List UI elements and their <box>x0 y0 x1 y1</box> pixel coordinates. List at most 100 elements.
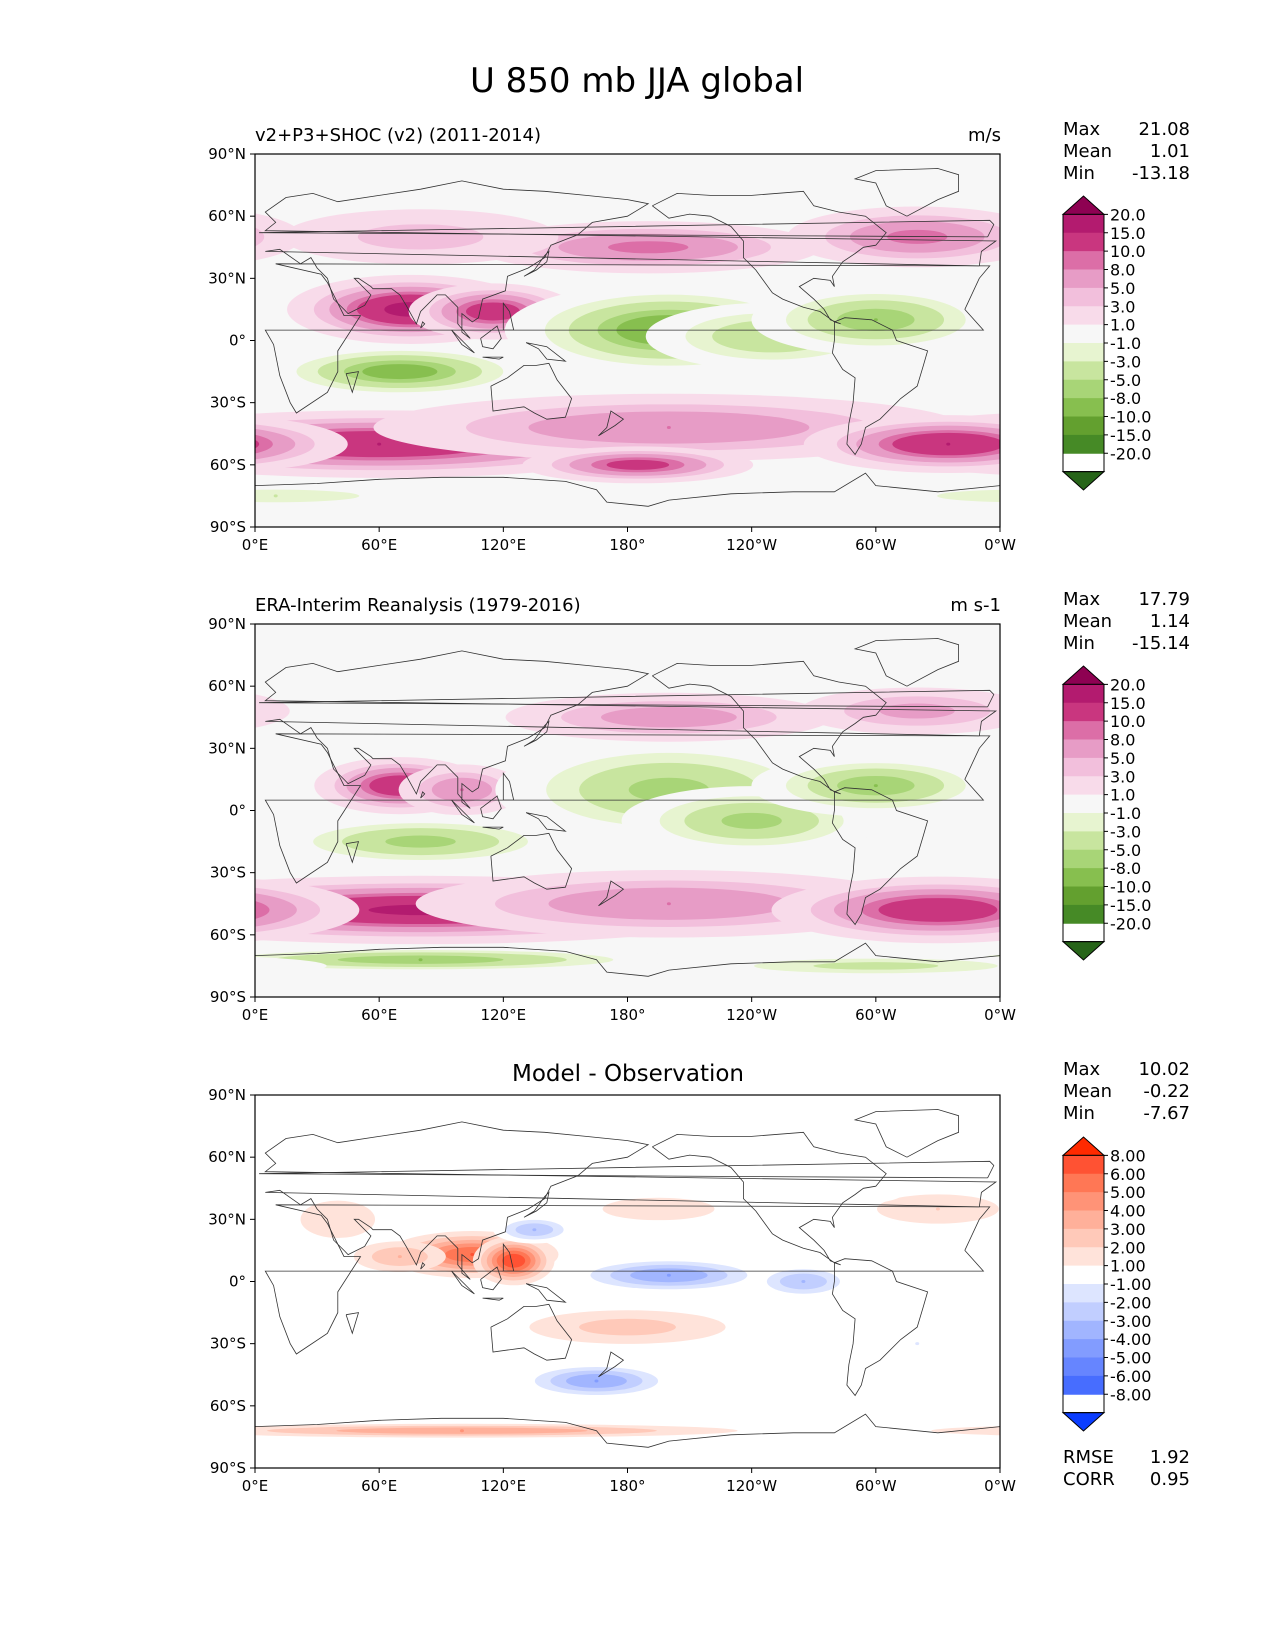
coastline <box>420 791 426 799</box>
colorbar-swatch <box>1063 702 1104 722</box>
colorbar-extend-max <box>1061 665 1106 685</box>
field-contour <box>0 738 97 842</box>
field-contour <box>191 1207 195 1210</box>
field-contour <box>142 230 202 244</box>
coastline <box>490 1303 573 1361</box>
field-contour <box>0 229 26 266</box>
field-contour <box>0 693 87 742</box>
field-contour <box>1237 1248 1275 1274</box>
colorbar-swatch <box>1063 232 1104 252</box>
coastline <box>255 472 1000 507</box>
coastline <box>490 362 573 420</box>
coastlines <box>255 638 1000 977</box>
field-contour <box>1250 1220 1275 1240</box>
y-tick-label: 90°S <box>210 518 246 536</box>
colorbar-swatch <box>1063 1173 1104 1193</box>
x-tick-label: 0°W <box>984 1477 1016 1495</box>
colorbar-label: 1.0 <box>1110 316 1135 335</box>
field-contour <box>873 318 878 322</box>
colorbar-label: -3.0 <box>1110 822 1141 841</box>
field-contour <box>0 283 88 377</box>
colorbar-swatch <box>1063 813 1104 832</box>
colorbar-label: -8.00 <box>1110 1385 1151 1404</box>
field-contour <box>1144 764 1271 815</box>
x-tick-label: 60°E <box>361 536 397 554</box>
field-contour <box>1091 768 1198 804</box>
panel-title: Model - Observation <box>512 1061 744 1087</box>
panel-units: m/s <box>968 125 1001 146</box>
stat-max-label: Max <box>1063 589 1101 610</box>
x-tick-label: 120°E <box>481 1006 527 1024</box>
colorbar-label: -1.0 <box>1110 804 1141 823</box>
panel-difference: Model - Observation Max 10.02 Mean -0.22… <box>191 1059 1275 1495</box>
coastline <box>345 371 360 394</box>
y-tick-label: 30°S <box>210 1335 246 1353</box>
field-contour <box>1177 778 1237 802</box>
x-tick-label: 180° <box>609 1477 645 1495</box>
y-tick-label: 30°S <box>210 394 246 412</box>
y-tick-label: 60°S <box>210 1397 246 1415</box>
x-tick-label: 120°E <box>481 536 527 554</box>
panel-title: v2+P3+SHOC (v2) (2011-2014) <box>255 125 541 146</box>
field-contour <box>9 959 253 974</box>
field-contour <box>255 900 270 919</box>
coastlines <box>255 168 1000 507</box>
x-tick-label: 0°E <box>242 1477 269 1495</box>
colorbar-label: 15.0 <box>1110 694 1146 713</box>
field-contour <box>41 763 221 808</box>
coastline <box>598 1351 625 1378</box>
field-contour <box>255 213 303 261</box>
field-contour <box>879 703 955 719</box>
field-contour <box>92 309 169 331</box>
field-contour <box>1019 952 1275 967</box>
field-contour <box>68 962 193 970</box>
colorbar-label: 8.0 <box>1110 731 1135 750</box>
coastline <box>259 219 995 238</box>
coastline <box>264 263 991 414</box>
field-contour <box>666 426 671 430</box>
metric-rmse-value: 1.92 <box>1150 1447 1190 1468</box>
coastline <box>652 190 887 325</box>
field-contour <box>129 784 133 787</box>
field-contour <box>0 320 88 352</box>
x-tick-label: 120°E <box>481 1477 527 1495</box>
coastline <box>264 650 998 809</box>
field-contour <box>105 221 240 252</box>
coastline <box>523 250 550 277</box>
field-contour <box>92 776 169 795</box>
colorbar-label: 8.00 <box>1110 1146 1146 1165</box>
panel-units: m s-1 <box>950 595 1001 616</box>
stat-max-value: 21.08 <box>1138 119 1190 140</box>
field-contour <box>255 318 256 322</box>
field-contour <box>0 881 98 927</box>
colorbar-swatch <box>1063 1210 1104 1230</box>
y-tick-label: 60°S <box>210 456 246 474</box>
coastline <box>525 342 567 362</box>
colorbar-swatch <box>1063 343 1104 362</box>
colorbar-label: 10.0 <box>1110 242 1146 261</box>
map-field <box>191 1095 1275 1468</box>
coastline <box>480 1266 502 1291</box>
stat-max-label: Max <box>1063 119 1101 140</box>
field-contour <box>1268 446 1275 483</box>
colorbar-swatch <box>1063 1284 1104 1303</box>
stats-block: Max 21.08 Mean 1.01 Min -13.18 <box>1063 119 1190 184</box>
field-contour <box>1083 956 1249 964</box>
y-tick-label: 30°N <box>208 1210 246 1228</box>
y-tick-label: 60°N <box>208 677 246 695</box>
field-contour <box>892 432 1000 456</box>
colorbar-label: 4.00 <box>1110 1202 1146 1221</box>
colorbar-swatch <box>1063 1155 1104 1175</box>
stat-min-label: Min <box>1063 633 1095 654</box>
metric-rmse-label: RMSE <box>1063 1447 1114 1468</box>
stat-mean-label: Mean <box>1063 611 1112 632</box>
field-contour <box>255 784 256 788</box>
colorbar-label: -2.00 <box>1110 1293 1151 1312</box>
colorbar-label: -10.0 <box>1110 878 1151 897</box>
colorbar-extend-min <box>1061 1412 1106 1432</box>
coastline <box>420 321 426 329</box>
field-contour <box>1019 494 1023 497</box>
field-contour <box>579 1318 676 1336</box>
field-contour <box>377 442 382 446</box>
